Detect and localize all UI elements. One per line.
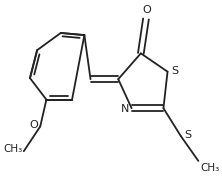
- Text: O: O: [143, 5, 151, 15]
- Text: N: N: [121, 104, 129, 114]
- Text: S: S: [184, 130, 192, 140]
- Text: CH₃: CH₃: [200, 163, 220, 173]
- Text: S: S: [171, 66, 178, 76]
- Text: O: O: [30, 120, 39, 130]
- Text: CH₃: CH₃: [4, 144, 23, 154]
